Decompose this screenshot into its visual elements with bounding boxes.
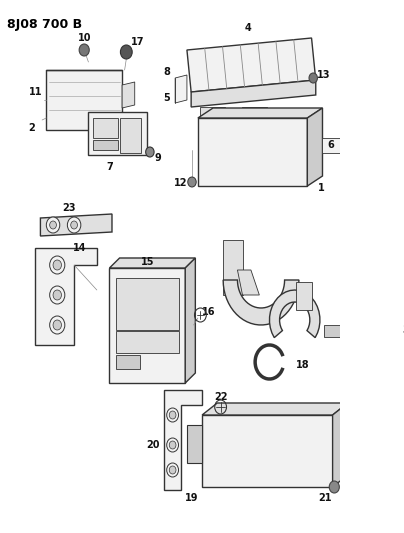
Text: 11: 11 [29, 87, 42, 97]
Polygon shape [202, 403, 348, 415]
Polygon shape [238, 270, 259, 295]
Circle shape [120, 45, 132, 59]
Text: 15: 15 [141, 257, 154, 267]
Text: 23: 23 [62, 203, 76, 213]
Polygon shape [223, 240, 242, 295]
Text: 20: 20 [147, 440, 160, 450]
Bar [120, 118, 141, 153]
Circle shape [46, 217, 60, 233]
Polygon shape [109, 258, 196, 268]
Text: 13: 13 [317, 70, 330, 80]
Polygon shape [175, 75, 187, 103]
Polygon shape [185, 258, 196, 383]
Circle shape [188, 177, 196, 187]
Circle shape [50, 286, 65, 304]
Bar [109, 268, 185, 383]
Text: 22: 22 [214, 392, 227, 402]
Text: 1: 1 [318, 183, 325, 193]
Text: 7: 7 [106, 162, 113, 172]
Circle shape [167, 408, 179, 422]
Polygon shape [198, 108, 322, 118]
Text: 17: 17 [130, 37, 144, 47]
Bar [198, 118, 307, 186]
Circle shape [329, 481, 339, 493]
Polygon shape [200, 107, 225, 120]
Bar [93, 118, 118, 138]
Text: 3: 3 [402, 325, 404, 335]
Polygon shape [191, 80, 316, 107]
Circle shape [53, 260, 61, 270]
Text: 19: 19 [185, 493, 199, 503]
Polygon shape [307, 108, 322, 186]
Circle shape [50, 256, 65, 274]
Bar [116, 331, 179, 353]
Text: 5: 5 [163, 93, 170, 103]
Polygon shape [187, 38, 316, 92]
Circle shape [53, 320, 61, 330]
Polygon shape [164, 390, 202, 490]
Text: 16: 16 [202, 307, 216, 317]
Text: 21: 21 [318, 493, 332, 503]
Circle shape [169, 441, 176, 449]
Polygon shape [242, 107, 267, 120]
Polygon shape [36, 248, 97, 345]
Circle shape [167, 463, 179, 477]
Circle shape [169, 466, 176, 474]
Circle shape [50, 221, 57, 229]
Bar [202, 415, 332, 487]
Circle shape [71, 221, 78, 229]
Polygon shape [88, 112, 147, 155]
Polygon shape [223, 280, 299, 325]
Polygon shape [122, 82, 135, 108]
Text: 10: 10 [78, 33, 91, 43]
Text: 9: 9 [155, 153, 162, 163]
Text: 4: 4 [245, 23, 252, 33]
Circle shape [309, 73, 318, 83]
Bar [385, 327, 398, 339]
Circle shape [167, 438, 179, 452]
Text: 12: 12 [174, 178, 188, 188]
Text: 14: 14 [73, 243, 87, 253]
Polygon shape [269, 290, 320, 337]
Polygon shape [332, 403, 348, 487]
Text: 6: 6 [328, 140, 334, 150]
Polygon shape [322, 138, 358, 153]
Text: 18: 18 [296, 360, 310, 370]
Circle shape [79, 44, 89, 56]
Text: 8: 8 [163, 67, 170, 77]
Circle shape [67, 217, 81, 233]
Bar [116, 356, 140, 369]
Text: 8J08 700 B: 8J08 700 B [7, 18, 82, 31]
Circle shape [53, 290, 61, 300]
Bar [116, 278, 179, 330]
Circle shape [146, 147, 154, 157]
Circle shape [50, 316, 65, 334]
Polygon shape [46, 70, 122, 130]
Bar [93, 140, 118, 150]
Polygon shape [297, 282, 311, 310]
Circle shape [169, 411, 176, 419]
Polygon shape [40, 214, 112, 236]
Polygon shape [324, 325, 345, 337]
Bar [187, 425, 202, 463]
Text: 2: 2 [29, 123, 36, 133]
